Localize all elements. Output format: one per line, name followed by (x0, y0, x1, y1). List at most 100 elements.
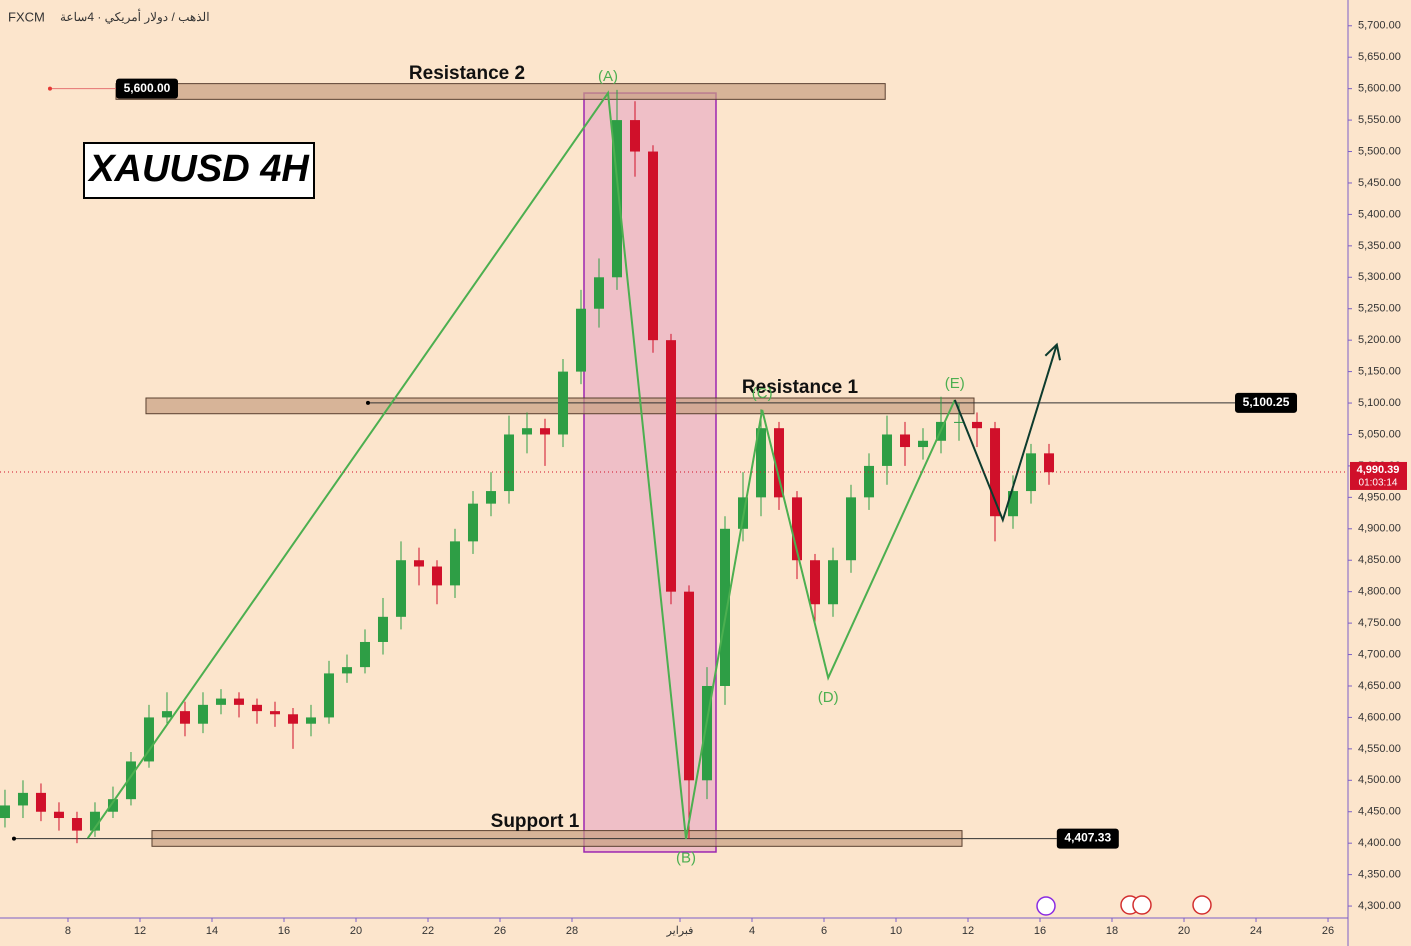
candle-body (864, 465, 875, 498)
wave-label: (A) (598, 68, 618, 85)
candle-body (756, 428, 767, 498)
candle-body (71, 818, 82, 831)
candle-body (647, 151, 658, 341)
candle-body (954, 421, 965, 423)
candle-body (269, 711, 280, 715)
candle-body (1026, 453, 1037, 492)
candle-body (882, 434, 893, 466)
y-tick-label: 5,100.00 (1358, 397, 1401, 409)
candle-body (792, 497, 803, 561)
y-tick-label: 5,500.00 (1358, 145, 1401, 157)
candle-body (17, 792, 28, 806)
y-tick-label: 4,600.00 (1358, 711, 1401, 723)
plot: Resistance 2 Resistance 1 Support 1 5,600.0… (0, 63, 1298, 867)
x-tick-label: 6 (821, 925, 827, 937)
x-tick-label: 18 (1106, 925, 1118, 937)
y-tick-label: 4,800.00 (1358, 586, 1401, 598)
wave-label: (D) (818, 689, 839, 706)
y-tick-label: 5,450.00 (1358, 177, 1401, 189)
y-tick-label: 4,950.00 (1358, 491, 1401, 503)
y-tick-label: 4,300.00 (1358, 900, 1401, 912)
title-box (83, 142, 315, 199)
candle-body (810, 560, 821, 605)
countdown-label: 01:03:14 (1359, 478, 1398, 489)
y-tick-label: 5,600.00 (1358, 83, 1401, 95)
candle-body (431, 566, 442, 586)
x-tick-label: 8 (65, 925, 71, 937)
candle-body (161, 711, 172, 718)
zone (115, 83, 886, 100)
candle-body (467, 503, 478, 542)
candle-body (702, 685, 713, 781)
y-tick-label: 4,350.00 (1358, 869, 1401, 881)
candle-body (179, 711, 190, 724)
x-tick-label: 28 (566, 925, 578, 937)
candle-body (305, 717, 316, 724)
candle-body (1008, 491, 1019, 517)
candle-body (395, 560, 406, 617)
current-price-badge (1350, 461, 1407, 490)
level-label: 5,100.25 (1243, 395, 1290, 409)
wave-label: (B) (676, 850, 696, 867)
projection-line (953, 344, 1058, 523)
x-tick-label: 16 (1034, 925, 1046, 937)
candle-body (251, 704, 262, 712)
y-tick-label: 4,700.00 (1358, 648, 1401, 660)
y-tick-label: 5,350.00 (1358, 240, 1401, 252)
candle-body (557, 371, 568, 435)
candle-body (1044, 453, 1055, 473)
candle-body (846, 497, 857, 561)
chart-title: XAUUSD 4H (87, 148, 310, 190)
candle-body (720, 528, 731, 686)
candle-body (0, 805, 10, 819)
candle-body (972, 421, 983, 429)
candle-body (990, 428, 1001, 517)
wave-label: (E) (945, 375, 965, 392)
x-tick-label: 14 (206, 925, 218, 937)
candle-body (35, 792, 46, 812)
candle-body (215, 698, 226, 705)
candle-body (521, 428, 532, 435)
y-tick-label: 5,250.00 (1358, 303, 1401, 315)
y-tick-label: 5,400.00 (1358, 208, 1401, 220)
x-tick-label: 20 (1178, 925, 1190, 937)
current-price-label: 4,990.39 (1357, 464, 1400, 476)
y-tick-label: 4,450.00 (1358, 806, 1401, 818)
candle-body (629, 120, 640, 152)
y-tick-label: 4,650.00 (1358, 680, 1401, 692)
y-tick-label: 5,150.00 (1358, 366, 1401, 378)
candle-body (197, 704, 208, 724)
y-tick-label: 5,050.00 (1358, 428, 1401, 440)
candle-body (918, 440, 929, 448)
candle-body (323, 673, 334, 718)
event-icons (1036, 895, 1212, 916)
y-tick-label: 4,400.00 (1358, 837, 1401, 849)
level-badge (115, 78, 178, 99)
candle-body (377, 616, 388, 642)
candle-body (89, 811, 100, 831)
candle-body (900, 434, 911, 448)
arrow-head (1044, 342, 1061, 361)
wave-label: (C) (752, 385, 773, 402)
y-tick-label: 4,550.00 (1358, 743, 1401, 755)
candle-body (359, 641, 370, 668)
candle-body (449, 541, 460, 586)
level-badge (1235, 392, 1298, 413)
zone-label: Support 1 (491, 811, 580, 832)
candle-body (53, 811, 64, 819)
x-tick-label: 10 (890, 925, 902, 937)
candle-body (539, 428, 550, 435)
y-tick-label: 5,200.00 (1358, 334, 1401, 346)
wave-line (86, 90, 956, 839)
candle-body (233, 698, 244, 705)
candle-body (503, 434, 514, 492)
candle-body (107, 799, 118, 812)
candle-body (125, 761, 136, 800)
y-tick-label: 4,500.00 (1358, 774, 1401, 786)
candle-body (413, 560, 424, 567)
level-label: 5,600.00 (124, 81, 171, 95)
candle-body (611, 120, 622, 278)
source: FXCM (8, 9, 45, 24)
candle-body (575, 308, 586, 372)
